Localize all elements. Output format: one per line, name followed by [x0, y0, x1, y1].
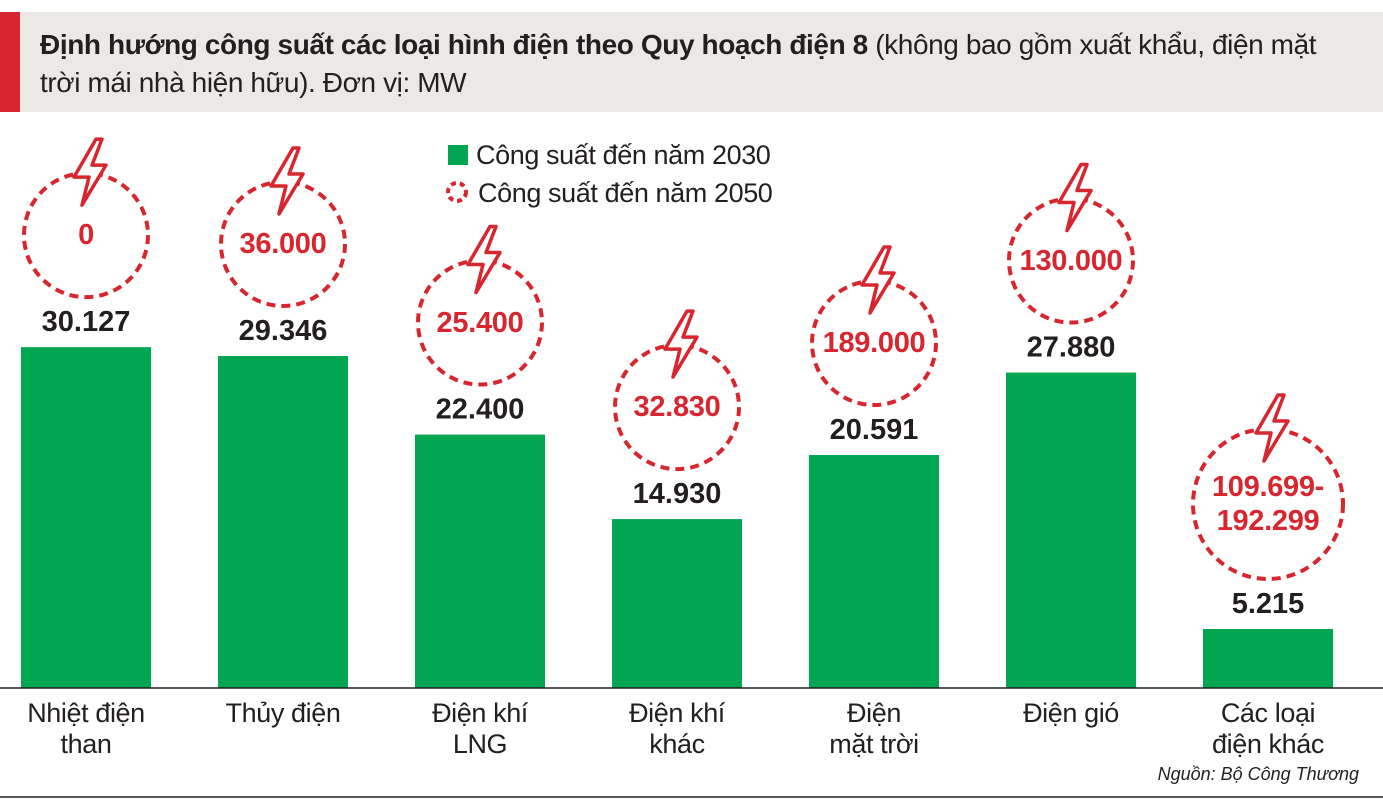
lightning-bolt	[269, 146, 305, 216]
target-label-box: 130.000	[996, 244, 1146, 278]
lightning-icon	[1057, 162, 1093, 233]
bar-value-label: 29.346	[239, 315, 328, 347]
target-value-label: 130.000	[1019, 244, 1123, 277]
lightning-icon	[269, 146, 305, 216]
lightning-bolt	[1254, 393, 1290, 463]
source: Nguồn: Bộ Công Thương	[1157, 764, 1359, 784]
target-label-box: 0	[11, 218, 161, 252]
bar	[612, 519, 742, 688]
bar	[1203, 628, 1333, 688]
target-value-label: 0	[78, 219, 94, 252]
bar-value-label: 27.880	[1027, 332, 1116, 364]
x-tick-label: Điện khí LNG	[432, 698, 528, 759]
target-label-box: 189.000	[799, 326, 949, 360]
lightning-bolt	[72, 137, 108, 207]
header-accent	[0, 12, 20, 112]
chart-title-block: Định hướng công suất các loại hình điện …	[40, 26, 1360, 102]
bar	[1006, 372, 1136, 688]
bar-value-label: 22.400	[436, 394, 525, 426]
x-tick-label: Nhiệt điện than	[27, 698, 145, 759]
header-band	[0, 12, 1383, 112]
chart-title: Định hướng công suất các loại hình điện …	[40, 29, 868, 60]
target-value-label: 32.830	[633, 391, 721, 424]
x-tick-label: Điện gió	[1023, 698, 1119, 728]
x-tick-label: Điện khí khác	[629, 698, 725, 759]
bar-value-label: 14.930	[633, 478, 722, 510]
bar	[21, 347, 151, 688]
bar	[218, 355, 348, 688]
target-label-box: 25.400	[405, 306, 555, 340]
chart-subtitle: (không bao gồm xuất khẩu, điện mặt trời …	[40, 29, 1317, 98]
legend-label: Công suất đến năm 2050	[478, 178, 772, 208]
bar-value-label: 20.591	[830, 414, 919, 446]
lightning-icon	[72, 137, 108, 207]
lightning-icon	[1254, 393, 1290, 463]
x-tick-label: Các loại điện khác	[1212, 698, 1324, 759]
bar-value-label: 30.127	[42, 306, 131, 338]
target-label-box: 36.000	[208, 227, 358, 261]
lightning-icon	[860, 245, 896, 315]
bar	[809, 455, 939, 688]
lightning-bolt	[663, 309, 699, 379]
target-value-label: 36.000	[239, 227, 327, 260]
x-tick-label: Thủy điện	[225, 698, 341, 728]
lightning-bolt	[466, 224, 502, 295]
target-value-label: 25.400	[436, 306, 524, 339]
target-value-label: 109.699-192.299	[1211, 470, 1325, 537]
lightning-icon	[663, 309, 699, 379]
lightning-icon	[466, 224, 502, 295]
target-label-box: 109.699-192.299	[1193, 470, 1343, 538]
lightning-bolt	[1057, 162, 1093, 233]
bar	[415, 434, 545, 688]
bar-value-label: 5.215	[1232, 588, 1305, 620]
legend-label: Công suất đến năm 2030	[476, 140, 770, 170]
lightning-bolt	[860, 245, 896, 315]
legend-swatch	[448, 145, 468, 165]
legend-swatch	[446, 181, 468, 203]
target-value-label: 189.000	[822, 327, 926, 360]
target-label-box: 32.830	[602, 390, 752, 424]
x-tick-label: Điện mặt trời	[829, 698, 919, 759]
